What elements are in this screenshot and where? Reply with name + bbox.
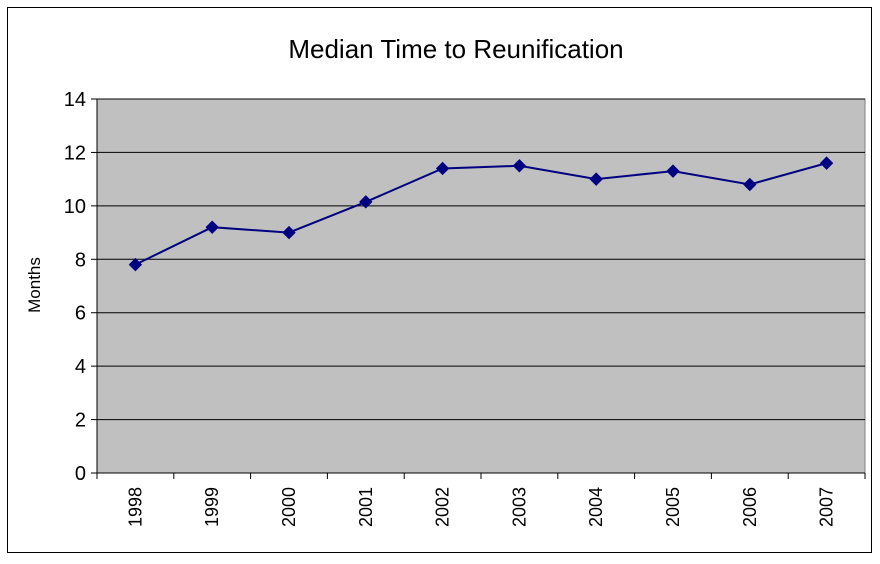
y-tick-label: 12 [64,142,86,164]
data-point-marker [435,161,450,176]
x-tick-label: 2005 [663,487,683,527]
x-tick-label: 1999 [202,487,222,527]
x-tick-label: 2004 [586,487,606,527]
data-point-marker [743,177,757,192]
y-tick-label: 2 [75,410,86,432]
data-point-marker [589,172,603,186]
data-series [128,156,834,272]
data-point-marker [128,257,143,272]
data-point-marker [512,159,527,173]
data-point-marker [205,220,219,234]
series-line [134,162,827,266]
y-tick-label: 6 [75,303,86,325]
x-tick-label: 2001 [356,487,376,527]
data-point-marker [666,164,680,178]
y-tick-label: 14 [64,89,86,111]
x-tick-label: 2006 [740,487,760,527]
x-tick-label: 2007 [817,487,837,527]
data-point-marker [359,195,373,209]
data-point-marker [282,225,296,240]
x-tick-label: 2002 [433,487,453,527]
y-tick-label: 8 [75,249,86,271]
chart-title: Median Time to Reunification [288,34,623,64]
y-tick-label: 4 [75,356,86,378]
x-tick-label: 2003 [509,487,529,527]
axes: 0 2 4 6 8 10 12 14 1998 1999 2000 2001 2002 2003 2004 2… [64,89,866,527]
y-tick-label: 10 [64,196,86,218]
gridlines [97,98,865,421]
plot-area [96,98,866,474]
data-point-marker [819,156,834,170]
y-tick-label: 0 [75,463,86,485]
y-axis-label: Months [25,257,44,313]
x-tick-label: 2000 [279,487,299,527]
x-tick-label: 1998 [125,487,145,527]
